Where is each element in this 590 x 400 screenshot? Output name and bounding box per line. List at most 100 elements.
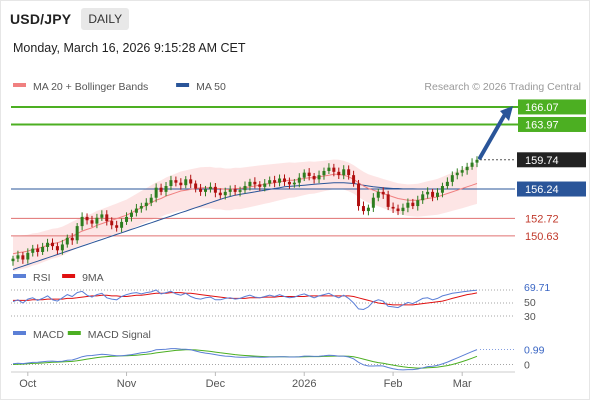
x-tick-label: Feb <box>384 378 403 390</box>
candle-body <box>149 197 153 203</box>
candle-body <box>179 182 183 186</box>
candle-body <box>110 221 114 226</box>
macd-legend-label: MACD <box>33 329 64 341</box>
timeframe-badge[interactable]: DAILY <box>81 8 130 30</box>
candle-body <box>253 181 257 185</box>
candle-body <box>470 162 474 167</box>
candle-body <box>218 192 222 196</box>
macd-legend-swatch <box>67 331 81 335</box>
candle-body <box>332 167 336 172</box>
candle-body <box>297 177 301 183</box>
candle-body <box>381 191 385 195</box>
candle-body <box>41 246 45 252</box>
candle-body <box>258 184 262 187</box>
candle-body <box>401 207 405 212</box>
candle-body <box>391 206 395 209</box>
candle-body <box>50 242 54 247</box>
candle-body <box>292 182 296 185</box>
candle-body <box>228 189 232 192</box>
candle-body <box>278 178 282 183</box>
candle-body <box>80 216 84 227</box>
candle-body <box>431 191 435 197</box>
candle-body <box>60 244 64 251</box>
candle-body <box>371 197 375 208</box>
main-legend-label: MA 20 + Bollinger Bands <box>33 81 148 93</box>
bollinger-band-fill <box>13 159 477 272</box>
candle-body <box>90 220 94 224</box>
candle-body <box>26 252 30 260</box>
target-arrow-shaft <box>478 113 506 160</box>
candle-body <box>129 212 133 217</box>
candle-body <box>16 255 20 259</box>
candle-body <box>189 179 193 184</box>
candle-body <box>426 191 430 195</box>
chart-header: USD/JPY DAILY <box>10 8 130 30</box>
target-label-box <box>518 99 586 115</box>
candle-body <box>376 191 380 198</box>
candle-body <box>184 179 188 186</box>
x-tick-label: Oct <box>19 378 36 390</box>
candle-body <box>337 171 341 176</box>
candle-body <box>307 172 311 176</box>
pivot-label: 156.24 <box>525 184 559 196</box>
candle-body <box>440 186 444 193</box>
candle-body <box>95 217 99 224</box>
current-price-label: 159.74 <box>525 155 559 167</box>
candle-body <box>164 186 168 192</box>
rsi-legend-swatch <box>13 274 26 278</box>
rsi-legend-label: 9MA <box>82 272 104 284</box>
candle-body <box>11 258 15 262</box>
macd-value-label: 0.99 <box>524 345 545 357</box>
candle-body <box>120 221 124 228</box>
candle-body <box>194 183 198 189</box>
candle-body <box>406 202 410 208</box>
pivot-label-box <box>517 181 586 197</box>
target-arrow-head <box>500 105 513 121</box>
candle-body <box>273 180 277 183</box>
candle-body <box>85 216 89 221</box>
candle-body <box>204 189 208 192</box>
candle-body <box>139 206 143 209</box>
macd-line <box>12 348 478 371</box>
candle-body <box>352 175 356 184</box>
candle-body <box>70 237 74 241</box>
x-tick-label: Dec <box>206 378 226 390</box>
candle-body <box>125 216 129 222</box>
candle-body <box>46 242 50 247</box>
candle-body <box>322 170 326 176</box>
candle-body <box>317 175 321 180</box>
rsi-legend-swatch <box>62 274 76 278</box>
rsi-tick-label: 30 <box>524 311 536 323</box>
candle-body <box>421 194 425 201</box>
watermark-text: Research © 2026 Trading Central <box>424 81 581 93</box>
current-price-box <box>517 152 586 168</box>
candle-body <box>213 186 217 193</box>
timestamp: Monday, March 16, 2026 9:15:28 AM CET <box>13 41 246 55</box>
macd-signal-line <box>12 349 478 369</box>
macd-legend-swatch <box>13 331 26 335</box>
x-tick-label: 2026 <box>292 378 316 390</box>
candle-body <box>465 166 469 171</box>
candle-body <box>366 207 370 212</box>
candle-body <box>455 172 459 176</box>
candle-body <box>445 181 449 187</box>
x-tick-label: Nov <box>117 378 137 390</box>
candle-body <box>169 180 173 187</box>
candle-body <box>248 181 252 187</box>
candle-body <box>342 169 346 176</box>
candle-body <box>159 187 163 192</box>
candle-body <box>475 159 479 163</box>
candle-body <box>347 169 351 176</box>
candle-body <box>65 237 69 245</box>
candle-body <box>357 183 361 207</box>
target-label-box <box>518 116 586 132</box>
rsi-line <box>12 289 478 311</box>
candle-body <box>450 175 454 182</box>
candle-body <box>396 208 400 212</box>
candle-body <box>174 180 178 183</box>
main-legend-label: MA 50 <box>196 81 226 93</box>
candle-body <box>154 187 158 198</box>
candle-body <box>75 226 79 241</box>
candle-body <box>436 192 440 197</box>
candle-body <box>386 194 390 207</box>
